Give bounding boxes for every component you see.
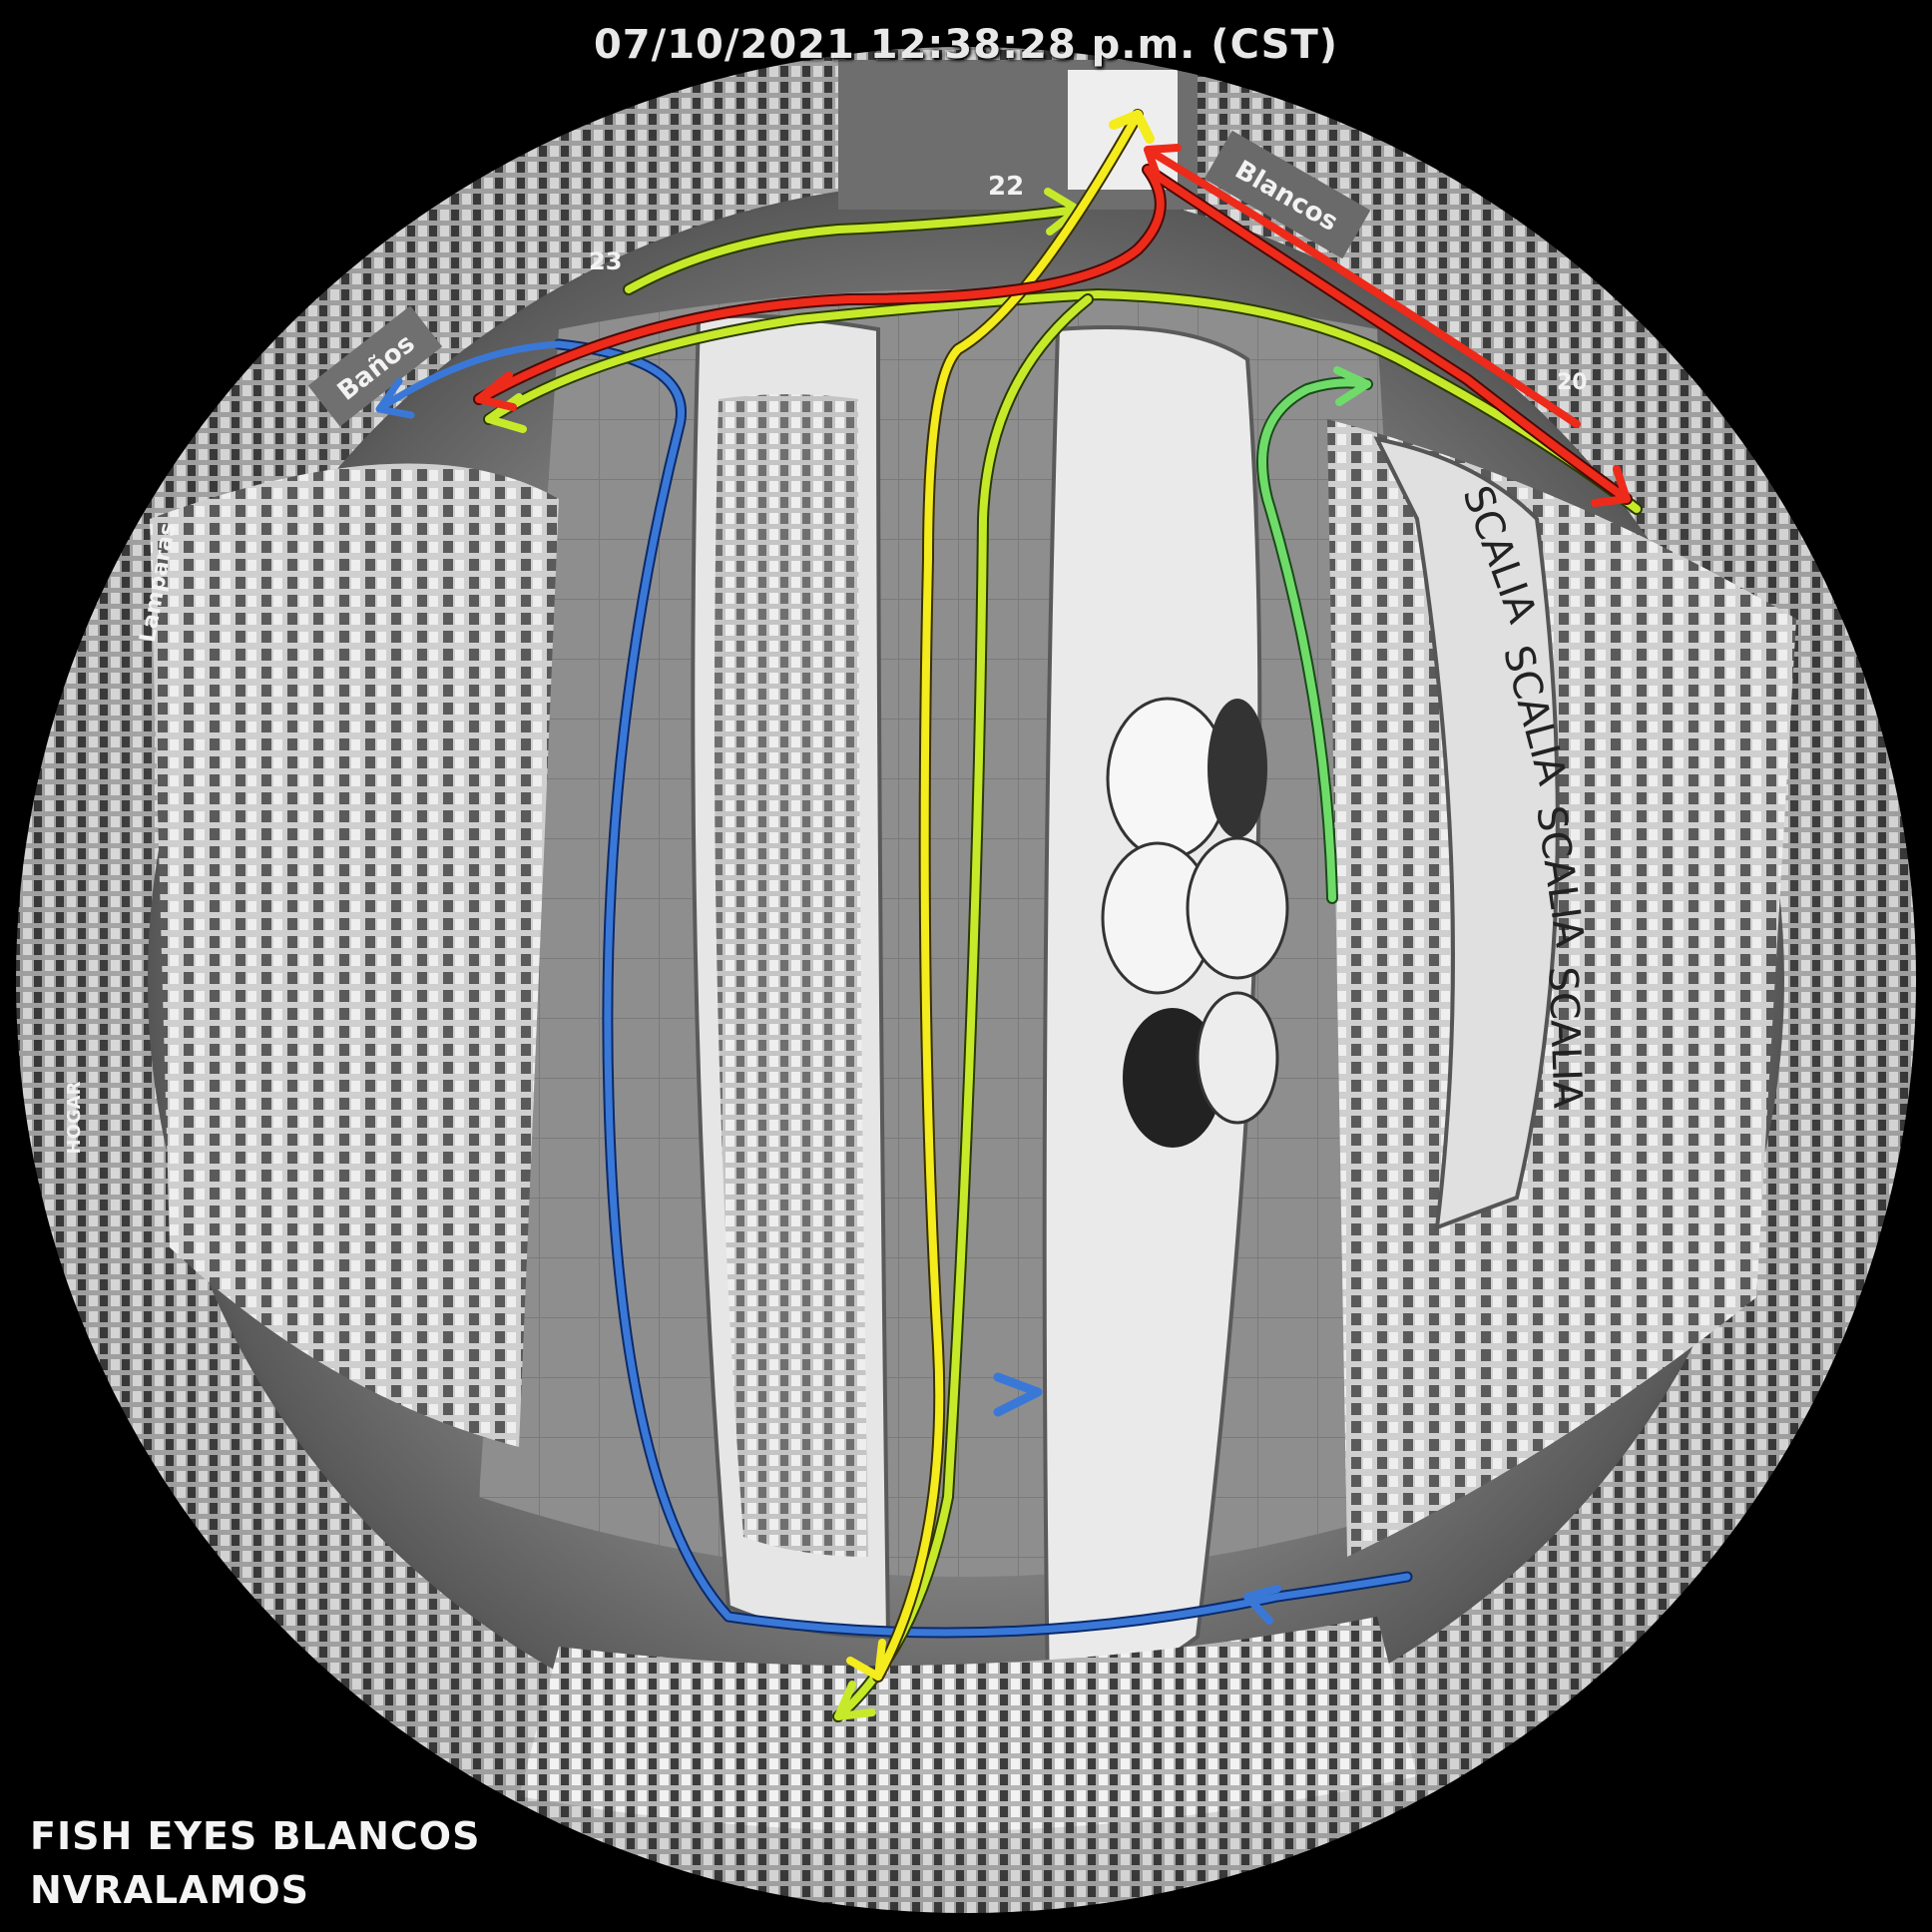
aisle-number-22: 22 bbox=[988, 172, 1024, 202]
scalia-banner-4: SCALIA bbox=[1540, 966, 1591, 1110]
pillow-display bbox=[1101, 697, 1289, 1148]
site-name-label: NVRALAMOS bbox=[30, 1868, 309, 1912]
timestamp-overlay: 07/10/2021 12:38:28 p.m. (CST) bbox=[593, 22, 1339, 68]
center-right-gondola bbox=[1042, 325, 1262, 1699]
aisle-number-20: 20 bbox=[1557, 370, 1588, 395]
camera-name-label: FISH EYES BLANCOS bbox=[30, 1814, 481, 1858]
shopper-paths bbox=[375, 109, 1643, 1722]
floor-area bbox=[479, 289, 1447, 1577]
aisle-number-23: 23 bbox=[589, 247, 622, 275]
left-shelving bbox=[150, 463, 559, 1447]
scalia-gondola bbox=[1373, 436, 1560, 1231]
bottom-endcap bbox=[519, 1617, 1417, 1832]
hogar-label: HOGAR bbox=[64, 1081, 85, 1154]
